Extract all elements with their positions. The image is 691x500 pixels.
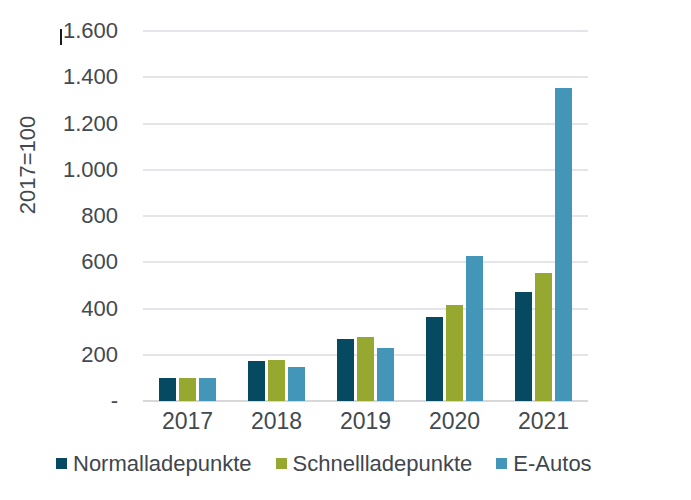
gridline [143,123,588,125]
bar-normalladepunkte-2021 [515,292,532,401]
y-tick-label: 1.000 [0,156,118,184]
bar-normalladepunkte-2019 [337,339,354,401]
x-axis-label: 2019 [321,407,410,435]
legend-swatch-normalladepunkte-icon [56,458,67,469]
bar-e-autos-2019 [377,348,394,401]
y-tick-label: - [0,387,118,415]
legend-item-e-autos: E-Autos [496,451,591,477]
x-axis-label: 2018 [232,407,321,435]
y-tick-label: 1.400 [0,63,118,91]
bar-e-autos-2018 [288,367,305,401]
legend-label: E-Autos [513,451,591,477]
y-tick-label: 800 [0,202,118,230]
legend-swatch-e-autos-icon [496,458,507,469]
bar-e-autos-2020 [466,256,483,401]
bar-schnellladepunkte-2017 [179,378,196,401]
y-tick-label: 1.200 [0,110,118,138]
legend-label: Normalladepunkte [73,451,252,477]
x-axis-label: 2021 [499,407,588,435]
x-axis-label: 2017 [143,407,232,435]
bar-e-autos-2017 [199,378,216,401]
bar-schnellladepunkte-2020 [446,305,463,401]
bar-normalladepunkte-2018 [248,361,265,401]
bar-schnellladepunkte-2021 [535,273,552,401]
legend-item-schnellladepunkte: Schnellladepunkte [276,451,473,477]
gridline [143,30,588,32]
gridline [143,261,588,263]
y-tick-label: 400 [0,295,118,323]
x-axis-label: 2020 [410,407,499,435]
y-tick-label: 600 [0,248,118,276]
y-tick-label: 1.600 [0,17,118,45]
gridline [143,169,588,171]
gridline [143,76,588,78]
bar-schnellladepunkte-2018 [268,360,285,401]
legend-swatch-schnellladepunkte-icon [276,458,287,469]
bar-normalladepunkte-2020 [426,317,443,401]
bar-e-autos-2021 [555,88,572,401]
legend-item-normalladepunkte: Normalladepunkte [56,451,252,477]
gridline [143,215,588,217]
y-tick-label: 200 [0,341,118,369]
chart-canvas: 2017=100 Normalladepunkte Schnellladepun… [0,0,691,500]
bar-schnellladepunkte-2019 [357,337,374,401]
bar-normalladepunkte-2017 [159,378,176,401]
legend-label: Schnellladepunkte [293,451,473,477]
legend: Normalladepunkte Schnellladepunkte E-Aut… [56,450,592,477]
